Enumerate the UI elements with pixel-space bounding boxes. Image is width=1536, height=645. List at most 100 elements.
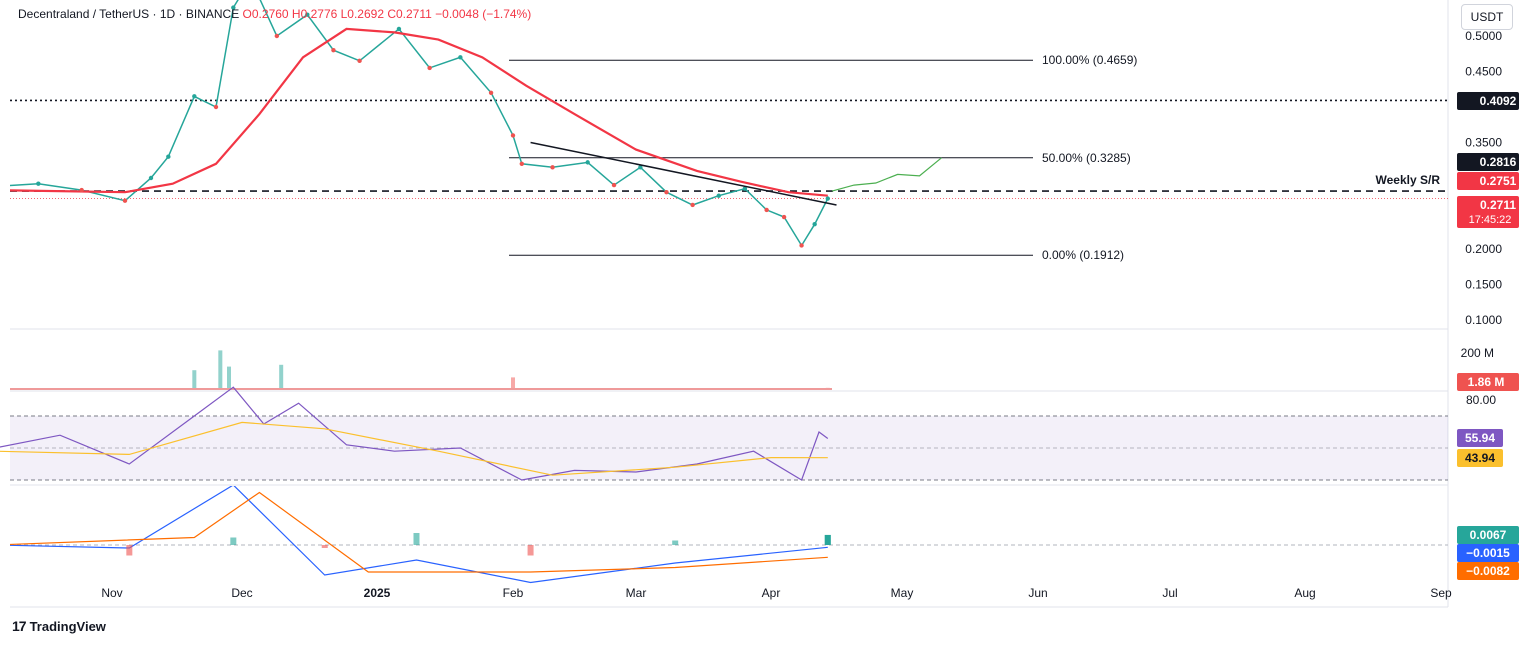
- rsi-tick-label: 80.00: [1466, 393, 1496, 407]
- price-point: [611, 182, 617, 188]
- macd-tag-label: −0.0015: [1466, 546, 1510, 560]
- price-tag-bg: [1457, 196, 1519, 228]
- price-point: [488, 90, 494, 96]
- price-point: [396, 26, 402, 32]
- time-axis-label: Apr: [762, 586, 781, 600]
- volume-pane: [10, 350, 832, 390]
- price-point: [231, 5, 236, 10]
- volume-tag-label: 1.86 M: [1468, 375, 1505, 389]
- price-point: [148, 175, 154, 181]
- price-point: [664, 190, 669, 195]
- chart-header: Decentraland / TetherUS · 1D · BINANCE O…: [18, 7, 531, 21]
- moving-average-line: [10, 27, 828, 197]
- price-point: [690, 202, 695, 208]
- fib-level-label: 0.00% (0.1912): [1042, 248, 1124, 262]
- tradingview-name: TradingView: [29, 618, 106, 634]
- rsi-pane: [0, 386, 829, 481]
- price-point: [716, 193, 721, 198]
- price-point: [274, 33, 280, 39]
- volume-bar: [192, 370, 197, 390]
- price-point: [638, 165, 643, 170]
- volume-tag-bg: [1457, 373, 1519, 391]
- time-axis-label: Dec: [231, 586, 252, 600]
- time-axis-label: 2025: [364, 586, 391, 600]
- price-point: [799, 243, 804, 248]
- price-point: [122, 198, 128, 203]
- macd-histogram-bar: [527, 545, 534, 556]
- volume-tick-label: 200 M: [1461, 346, 1494, 360]
- macd-tag-bg: [1457, 526, 1519, 544]
- price-point: [510, 133, 516, 138]
- ohlc-values: O0.2760 H0.2776 L0.2692 C0.2711: [242, 7, 432, 21]
- price-point: [36, 181, 41, 186]
- price-point: [519, 161, 524, 166]
- price-point: [812, 221, 817, 227]
- macd-tag-bg: [1457, 544, 1519, 562]
- price-pane: Weekly S/R 100.00% (0.4659) 50.00% (0.3285…: [10, 0, 1448, 262]
- change-value: −0.0048 (−1.74%): [435, 7, 532, 21]
- symbol-title[interactable]: Decentraland / TetherUS · 1D · BINANCE: [18, 7, 240, 21]
- price-tick-label: 0.2000: [1465, 242, 1502, 256]
- price-line: [10, 0, 829, 247]
- macd-histogram-bar: [126, 545, 133, 556]
- price-tick-label: 0.1500: [1465, 278, 1502, 292]
- time-axis-label: Feb: [503, 586, 524, 600]
- price-tag-label: 0.2816: [1480, 155, 1517, 169]
- time-axis-label: May: [891, 586, 914, 600]
- axis-labels: 0.5000 0.4500 0.3500 0.2000 0.1500 0.1000 Nov D…: [101, 29, 1502, 600]
- weekly-sr-label: Weekly S/R: [1376, 173, 1441, 187]
- price-point: [305, 12, 310, 17]
- countdown-label: 17:45:22: [1469, 214, 1512, 226]
- rsi-tag-bg: [1457, 429, 1503, 447]
- price-tick-label: 0.4500: [1465, 65, 1502, 79]
- time-axis-label: Jun: [1028, 586, 1047, 600]
- price-point: [742, 186, 748, 191]
- price-tick-label: 0.3500: [1465, 136, 1502, 150]
- price-point: [213, 104, 219, 110]
- tradingview-logo[interactable]: 17 TradingView: [12, 618, 106, 634]
- price-tag-bg: [1457, 92, 1519, 110]
- price-point: [427, 65, 432, 71]
- price-point: [550, 165, 555, 170]
- rsi-band: [10, 416, 1448, 480]
- price-tag-bg: [1457, 153, 1519, 171]
- price-point: [357, 58, 362, 64]
- macd-tag-bg: [1457, 562, 1519, 580]
- tradingview-mark-icon: 17: [12, 618, 27, 634]
- signal-line: [10, 491, 828, 573]
- macd-tag-label: 0.0067: [1470, 528, 1507, 542]
- macd-histogram-bar: [321, 545, 328, 548]
- volume-bar: [279, 364, 284, 390]
- rsi-tag-bg: [1457, 449, 1503, 467]
- macd-histogram-bar: [230, 537, 237, 545]
- time-axis-label: Nov: [101, 586, 122, 600]
- rsi-tag-label: 43.94: [1465, 451, 1495, 465]
- price-point: [585, 160, 590, 165]
- price-point: [192, 94, 197, 99]
- price-point: [825, 196, 830, 201]
- macd-histogram-bar: [672, 540, 679, 545]
- price-tag-label: 0.4092: [1480, 94, 1517, 108]
- price-tick-label: 0.1000: [1465, 313, 1502, 327]
- price-tick-label: 0.5000: [1465, 29, 1502, 43]
- rsi-ma-line: [0, 421, 828, 476]
- descending-trendline: [530, 141, 837, 206]
- price-tag-label: 0.2711: [1480, 198, 1516, 212]
- time-axis-label: Mar: [626, 586, 647, 600]
- price-point: [331, 48, 336, 53]
- fib-level-label: 100.00% (0.4659): [1042, 53, 1137, 67]
- currency-unit-button[interactable]: USDT: [1461, 4, 1513, 30]
- volume-bar: [218, 350, 223, 390]
- rsi-tag-label: 55.94: [1465, 431, 1495, 445]
- price-point: [458, 55, 463, 60]
- price-tag-bg: [1457, 172, 1519, 190]
- price-tags: 0.4092 0.2816 0.2751 0.2711 17:45:22 1.86 M 55…: [1457, 92, 1519, 580]
- time-axis-label: Sep: [1430, 586, 1452, 600]
- price-point: [166, 154, 171, 159]
- volume-bar: [227, 366, 231, 390]
- projection-line: [831, 157, 942, 192]
- volume-bar: [511, 377, 515, 390]
- price-point: [781, 214, 787, 220]
- time-axis-label: Aug: [1294, 586, 1315, 600]
